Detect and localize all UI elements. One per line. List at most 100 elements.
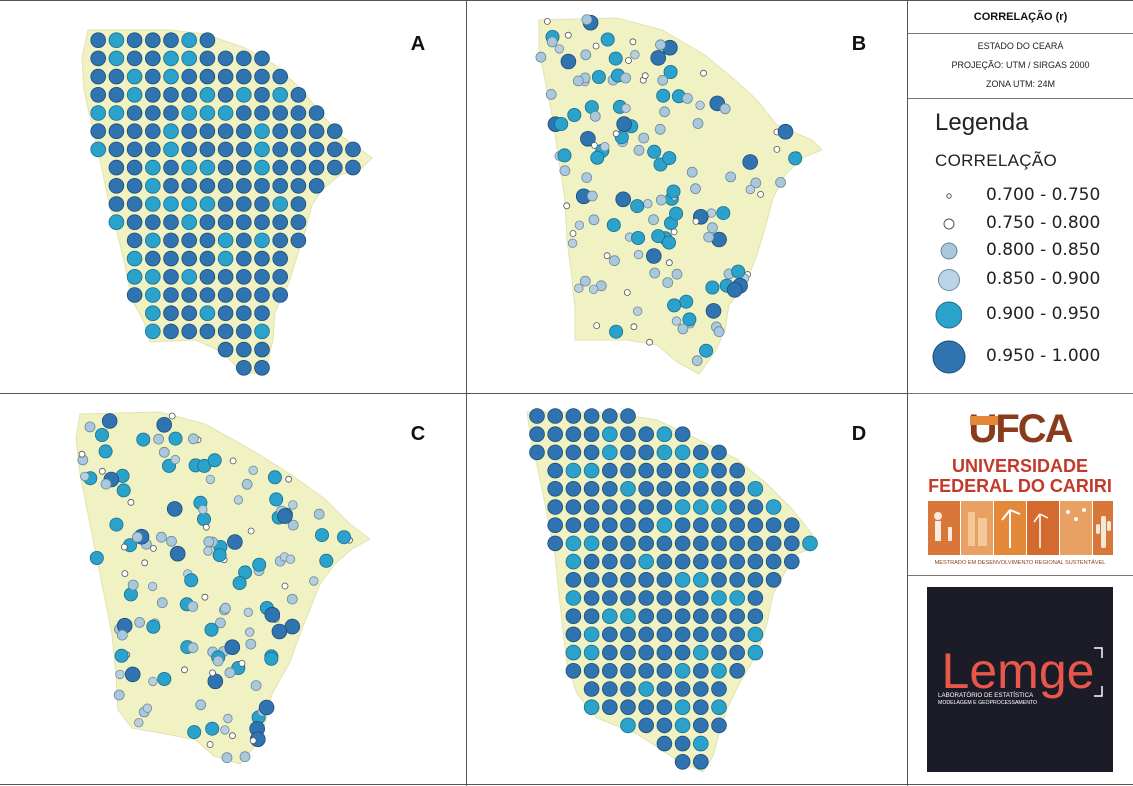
correlation-point <box>656 699 673 716</box>
correlation-point <box>580 131 596 147</box>
correlation-point <box>583 681 600 697</box>
ufca-acronym-accent <box>970 416 998 425</box>
correlation-point <box>638 553 655 570</box>
correlation-point <box>747 644 764 661</box>
correlation-point <box>220 602 231 614</box>
correlation-point <box>649 267 661 279</box>
correlation-point <box>170 454 181 465</box>
correlation-point <box>674 462 691 479</box>
correlation-point <box>195 699 207 711</box>
correlation-point <box>241 478 253 490</box>
correlation-point <box>203 536 215 548</box>
correlation-point <box>638 590 655 606</box>
correlation-point <box>677 323 689 335</box>
correlation-point <box>98 467 106 475</box>
correlation-point <box>674 735 691 752</box>
correlation-point <box>674 681 691 697</box>
correlation-point <box>651 229 666 244</box>
correlation-point <box>600 141 610 152</box>
correlation-point <box>145 105 161 121</box>
correlation-point <box>181 87 198 103</box>
correlation-point <box>674 517 691 533</box>
correlation-point <box>583 481 600 497</box>
correlation-point <box>641 72 649 80</box>
correlation-point <box>565 553 582 570</box>
correlation-point <box>693 572 709 588</box>
correlation-point <box>115 669 125 680</box>
map-panel-a: A <box>81 29 425 376</box>
correlation-point <box>163 105 179 121</box>
correlation-point <box>783 517 800 533</box>
correlation-point <box>217 105 234 121</box>
correlation-point <box>181 250 198 267</box>
sidebar-divider <box>907 0 908 786</box>
legend-symbol <box>940 242 958 260</box>
correlation-point <box>145 68 161 85</box>
ufca-tagline: MESTRADO EM DESENVOLVIMENTO REGIONAL SUS… <box>935 559 1106 566</box>
correlation-point <box>547 444 563 461</box>
correlation-point <box>163 250 179 267</box>
correlation-point <box>126 178 143 194</box>
correlation-point <box>199 287 216 303</box>
correlation-point <box>773 145 781 153</box>
correlation-point <box>108 196 125 212</box>
correlation-point <box>650 50 667 66</box>
correlation-point <box>602 517 618 533</box>
correlation-point <box>565 517 582 533</box>
correlation-point <box>84 421 96 433</box>
correlation-point <box>638 572 655 588</box>
correlation-point <box>580 49 592 61</box>
correlation-point <box>181 50 198 67</box>
correlation-point <box>181 666 188 674</box>
correlation-point <box>181 287 198 303</box>
legend-label: 0.850 - 0.900 <box>986 269 1101 289</box>
legend-symbol <box>935 301 962 329</box>
legend-label: 0.800 - 0.850 <box>986 240 1101 260</box>
correlation-point <box>116 483 131 498</box>
correlation-point <box>631 230 646 245</box>
correlation-point <box>345 141 361 158</box>
correlation-point <box>163 232 179 249</box>
correlation-point <box>682 312 697 327</box>
correlation-point <box>546 36 558 48</box>
correlation-point <box>290 123 307 139</box>
correlation-point <box>802 535 818 552</box>
correlation-point <box>247 527 255 535</box>
correlation-point <box>529 426 545 442</box>
correlation-point <box>659 106 671 118</box>
correlation-point <box>228 732 236 740</box>
correlation-point <box>286 593 298 605</box>
correlation-point <box>108 105 125 121</box>
correlation-point <box>747 572 764 588</box>
correlation-point <box>272 141 289 158</box>
correlation-point <box>145 178 161 194</box>
correlation-point <box>583 626 600 643</box>
ceara-state-shape <box>538 17 823 375</box>
correlation-point <box>608 51 623 66</box>
correlation-point <box>217 305 234 322</box>
correlation-points <box>90 32 361 376</box>
correlation-point <box>272 268 289 285</box>
correlation-point <box>126 87 143 103</box>
correlation-point <box>638 681 655 697</box>
correlation-point <box>163 32 179 48</box>
legend: Legenda CORRELAÇÃO 0.700 - 0.750 0.750 -… <box>908 99 1133 393</box>
correlation-point <box>212 548 227 563</box>
correlation-point <box>656 735 673 752</box>
correlation-point <box>620 553 636 570</box>
correlation-point <box>220 725 230 735</box>
correlation-point <box>199 68 216 85</box>
lemge-logo-background <box>927 587 1113 772</box>
correlation-point <box>567 238 578 248</box>
correlation-point <box>674 481 691 497</box>
correlation-point <box>199 214 216 231</box>
correlation-point <box>209 669 216 677</box>
correlation-point <box>612 130 620 138</box>
correlation-point <box>775 176 787 188</box>
correlation-point <box>187 725 202 740</box>
correlation-point <box>602 681 618 697</box>
correlation-point <box>565 644 582 661</box>
correlation-point <box>602 481 618 497</box>
correlation-point <box>692 217 700 225</box>
correlation-point <box>620 517 636 533</box>
